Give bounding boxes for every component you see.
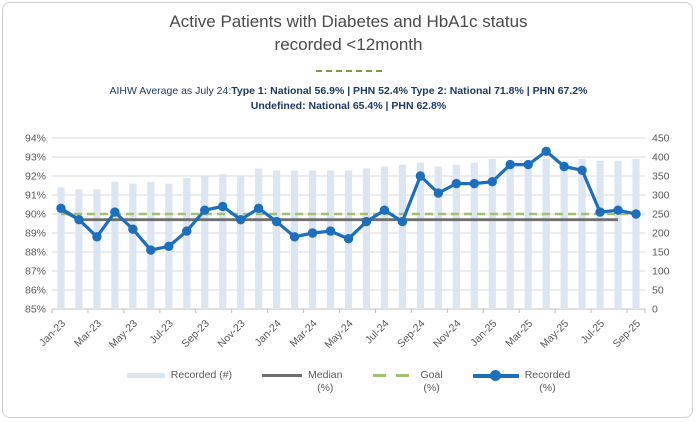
- svg-text:300: 300: [652, 190, 670, 202]
- svg-text:Sep-24: Sep-24: [395, 318, 428, 351]
- svg-text:94%: 94%: [25, 133, 46, 145]
- svg-text:Sep-23: Sep-23: [179, 318, 212, 351]
- svg-text:89%: 89%: [25, 228, 46, 240]
- svg-text:88%: 88%: [25, 247, 46, 259]
- svg-text:Jan-25: Jan-25: [468, 318, 499, 349]
- subtitle-line1: AIHW Average as July 24:Type 1: National…: [0, 84, 697, 99]
- svg-text:Jul-23: Jul-23: [147, 318, 176, 347]
- svg-text:93%: 93%: [25, 152, 46, 164]
- svg-text:0: 0: [652, 304, 658, 316]
- chart-subtitle: AIHW Average as July 24:Type 1: National…: [0, 84, 697, 114]
- separator-dashes: [315, 70, 382, 72]
- subtitle-stats-2: Undefined: National 65.4% | PHN 62.8%: [250, 100, 447, 112]
- y-axis-right-labels: 0 50 100 150 200 250 300 350 400 450: [652, 133, 670, 316]
- legend-label-unit: (%): [539, 382, 556, 394]
- chart-title: Active Patients with Diabetes and HbA1c …: [0, 10, 697, 56]
- svg-text:Mar-25: Mar-25: [503, 318, 535, 350]
- svg-text:May-24: May-24: [322, 318, 355, 351]
- svg-text:50: 50: [652, 285, 664, 297]
- recorded-pct-markers: [56, 146, 641, 255]
- svg-text:87%: 87%: [25, 266, 46, 278]
- svg-text:Jul-24: Jul-24: [363, 318, 392, 347]
- legend-label: Median: [308, 369, 343, 381]
- svg-text:92%: 92%: [25, 171, 46, 183]
- svg-text:Jan-24: Jan-24: [253, 318, 284, 349]
- subtitle-stats-1: Type 1: National 56.9% | PHN 52.4% Type …: [231, 85, 588, 97]
- legend-label: Recorded (#): [170, 369, 233, 381]
- chart-title-line1: Active Patients with Diabetes and HbA1c …: [169, 12, 528, 31]
- svg-text:Nov-23: Nov-23: [215, 318, 248, 351]
- legend-label: Recorded: [524, 369, 571, 381]
- blue-line-marker-swatch-icon: [472, 370, 519, 382]
- svg-text:Mar-24: Mar-24: [288, 318, 320, 350]
- svg-text:May-25: May-25: [538, 318, 571, 351]
- median-line: [60, 208, 618, 222]
- svg-text:Jul-25: Jul-25: [578, 318, 607, 347]
- subtitle-prefix: AIHW Average as July 24:: [109, 85, 232, 97]
- bar-series-recorded-count: [57, 158, 640, 309]
- svg-text:250: 250: [652, 209, 670, 221]
- gray-line-swatch-icon: [262, 374, 303, 377]
- chart-title-line2: recorded <12month: [274, 35, 423, 54]
- legend-label-unit: (%): [423, 382, 440, 394]
- svg-text:Sep-25: Sep-25: [611, 318, 644, 351]
- svg-text:91%: 91%: [25, 190, 46, 202]
- legend-label: Goal: [420, 369, 443, 381]
- bar-swatch-icon: [126, 373, 165, 378]
- svg-text:100: 100: [652, 266, 670, 278]
- svg-text:86%: 86%: [25, 285, 46, 297]
- chart-legend: Recorded (#) Median (%) Goal (%) Recorde…: [0, 369, 697, 395]
- svg-text:Nov-24: Nov-24: [431, 318, 464, 351]
- svg-text:200: 200: [652, 228, 670, 240]
- svg-text:Mar-23: Mar-23: [72, 318, 104, 350]
- legend-item-recorded-count: Recorded (#): [126, 369, 233, 382]
- svg-text:350: 350: [652, 171, 670, 183]
- legend-item-goal: Goal (%): [372, 369, 443, 395]
- legend-item-median: Median (%): [262, 369, 343, 395]
- x-axis-ticks: [51, 309, 646, 313]
- svg-text:90%: 90%: [25, 209, 46, 221]
- green-dash-swatch-icon: [372, 374, 415, 377]
- x-axis-labels: Jan-23 Mar-23 May-23 Jul-23 Sep-23 Nov-23 Jan-…: [37, 318, 643, 351]
- y-axis-left-labels: 85% 86% 87% 88% 89% 90% 91% 92% 93% 94%: [25, 133, 46, 316]
- svg-text:Jan-23: Jan-23: [37, 318, 68, 349]
- legend-item-recorded-pct: Recorded (%): [472, 369, 571, 395]
- svg-text:May-23: May-23: [107, 318, 140, 351]
- svg-text:450: 450: [652, 133, 670, 145]
- svg-text:150: 150: [652, 247, 670, 259]
- svg-text:85%: 85%: [25, 304, 46, 316]
- legend-label-unit: (%): [317, 382, 334, 394]
- svg-text:400: 400: [652, 152, 670, 164]
